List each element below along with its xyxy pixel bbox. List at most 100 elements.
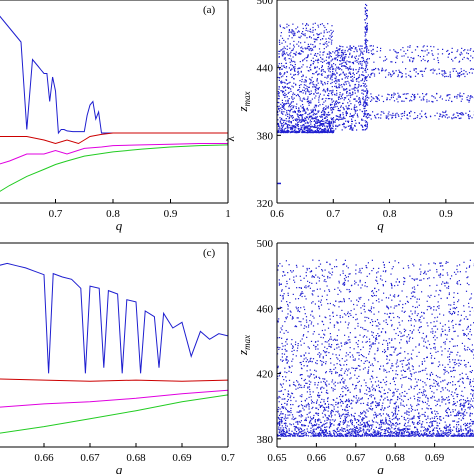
data-point-d	[378, 289, 380, 291]
data-point-d	[384, 392, 386, 395]
data-point-b	[281, 49, 283, 51]
data-point-b	[280, 107, 282, 109]
data-point-d	[351, 422, 353, 424]
data-point-d	[396, 366, 398, 368]
data-point-d	[407, 417, 409, 419]
data-point-b	[407, 46, 409, 48]
data-point-d	[350, 399, 353, 401]
data-point-d	[446, 281, 448, 283]
data-point-d	[315, 370, 317, 372]
data-point-b	[282, 75, 284, 77]
data-point-b	[287, 115, 289, 118]
data-point-b	[298, 67, 300, 69]
x-tick-label-c: 0.67	[80, 452, 100, 464]
data-point-d	[280, 390, 282, 392]
data-point-b	[301, 131, 303, 134]
data-point-b	[364, 102, 367, 104]
data-point-d	[384, 407, 386, 410]
data-point-b	[349, 72, 351, 75]
data-point-b	[294, 63, 296, 66]
data-point-b	[365, 38, 367, 40]
data-point-d	[296, 317, 298, 319]
data-point-d	[467, 376, 469, 378]
data-point-d	[443, 369, 445, 371]
data-point-b	[289, 53, 291, 55]
data-point-b	[354, 56, 356, 58]
data-point-d	[281, 422, 283, 424]
data-point-b	[394, 50, 396, 52]
data-point-b	[317, 121, 320, 123]
data-point-b	[354, 87, 356, 89]
data-point-b	[340, 98, 342, 100]
data-point-d	[331, 344, 333, 346]
data-point-b	[327, 89, 329, 91]
data-point-b	[407, 49, 409, 51]
data-point-d	[305, 382, 307, 384]
data-point-d	[367, 423, 369, 425]
data-point-d	[376, 376, 378, 378]
data-point-d	[359, 369, 361, 371]
data-point-b	[286, 130, 288, 132]
data-point-d	[457, 411, 459, 413]
data-point-b	[285, 62, 287, 64]
data-point-d	[418, 327, 420, 329]
data-point-d	[391, 431, 393, 433]
data-point-b	[345, 56, 347, 58]
data-point-b	[366, 15, 368, 17]
data-point-b	[360, 52, 362, 54]
data-point-d	[419, 400, 421, 402]
data-point-d	[300, 287, 302, 289]
data-point-b	[405, 53, 407, 55]
data-point-b	[365, 44, 367, 46]
data-point-b	[331, 72, 333, 74]
data-point-d	[378, 267, 380, 269]
data-point-b	[286, 52, 288, 54]
data-point-b	[323, 122, 325, 125]
data-point-b	[342, 102, 344, 105]
data-point-b	[460, 68, 462, 70]
data-point-d	[377, 414, 379, 416]
data-point-d	[339, 315, 341, 317]
data-point-b	[357, 86, 359, 88]
data-point-d	[450, 414, 452, 416]
data-point-b	[446, 117, 449, 119]
data-point-b	[436, 99, 438, 102]
data-point-d	[321, 431, 323, 434]
data-point-d	[359, 428, 361, 430]
data-point-d	[278, 348, 280, 350]
data-point-d	[295, 417, 297, 419]
data-point-b	[300, 90, 302, 93]
data-point-d	[310, 270, 313, 273]
data-point-b	[434, 115, 436, 117]
data-point-b	[405, 93, 408, 95]
data-point-d	[286, 361, 288, 364]
data-point-b	[308, 48, 310, 50]
data-point-b	[300, 50, 302, 52]
data-point-b	[302, 130, 304, 132]
data-point-d	[355, 384, 358, 387]
data-point-d	[312, 294, 314, 296]
data-point-d	[297, 433, 299, 435]
data-point-d	[446, 389, 449, 391]
data-point-d	[450, 394, 452, 396]
data-point-d	[320, 433, 322, 435]
data-point-b	[341, 58, 344, 60]
data-point-d	[279, 428, 281, 430]
data-point-d	[458, 362, 460, 364]
data-point-b	[425, 112, 427, 114]
data-point-d	[341, 309, 343, 311]
data-point-b	[356, 114, 359, 117]
data-point-b	[304, 88, 306, 90]
data-point-d	[391, 324, 393, 326]
data-point-d	[399, 331, 401, 333]
data-point-b	[349, 65, 351, 67]
data-point-b	[366, 47, 368, 49]
data-point-b	[403, 55, 405, 57]
data-point-b	[318, 48, 321, 50]
data-point-d	[404, 310, 406, 312]
data-point-b	[293, 40, 295, 42]
data-point-d	[365, 431, 367, 433]
data-point-d	[318, 280, 320, 282]
data-point-b	[431, 69, 433, 71]
data-point-b	[365, 66, 367, 68]
